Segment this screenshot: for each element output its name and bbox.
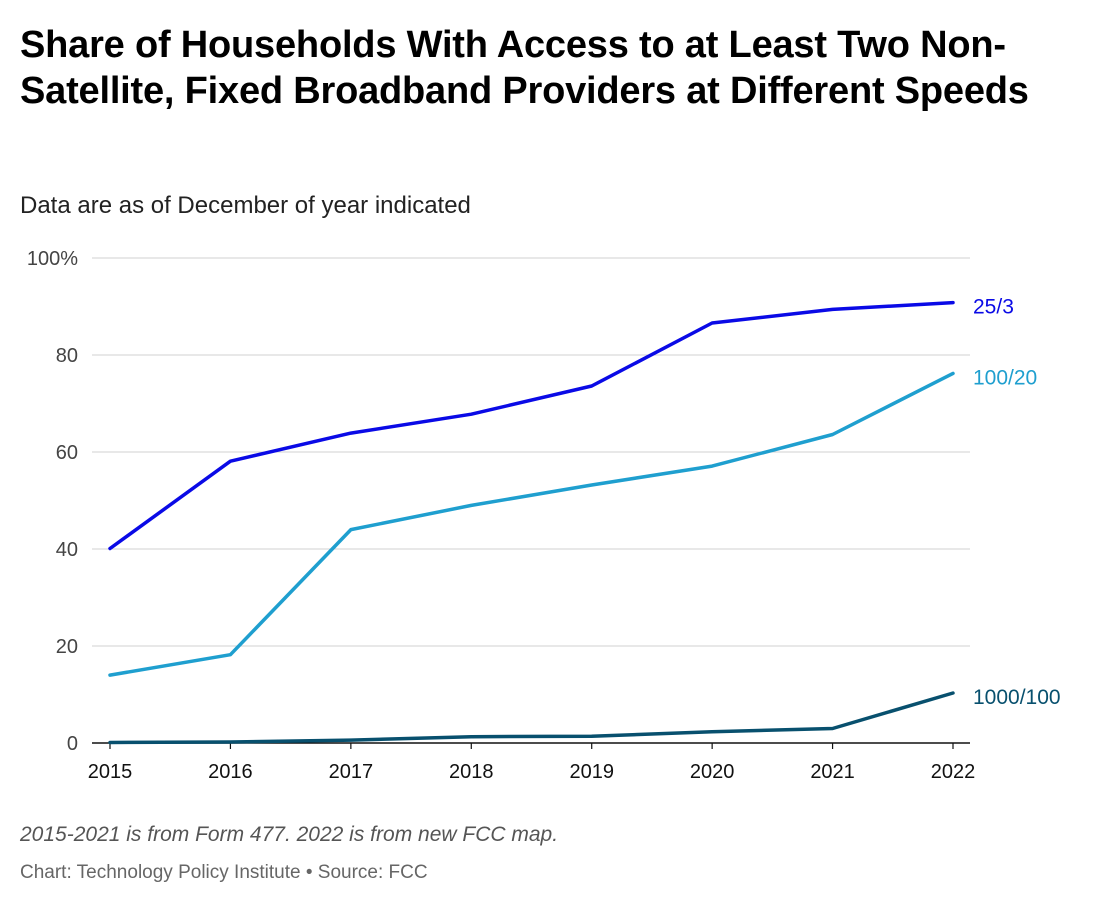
series-line [108,300,955,551]
x-tick-label: 2015 [88,761,133,783]
chart-subtitle: Data are as of December of year indicate… [20,192,471,219]
series-labels: 25/3 100/20 1000/100 [973,296,1061,709]
series-lines [108,300,955,745]
y-tick-label: 60 [56,442,78,464]
x-tick-label: 2017 [329,761,374,783]
y-tick-label: 0 [67,733,78,755]
chart-note: 2015-2021 is from Form 477. 2022 is from… [20,823,559,846]
x-tick-label: 2018 [449,761,494,783]
x-tick-label: 2019 [569,761,614,783]
series-end-label: 100/20 [973,366,1037,389]
y-tick-label: 20 [56,636,78,658]
series-end-label: 25/3 [973,296,1014,319]
axes: 0 20 40 60 80 100% 2015 2016 2017 2018 2019 2020 202… [27,248,975,783]
chart-source: Chart: Technology Policy Institute • Sou… [20,862,428,883]
x-tick-label: 2020 [690,761,735,783]
series-line [108,691,955,745]
gridlines [92,257,970,647]
x-tick-label: 2022 [931,761,976,783]
series-line [108,371,955,677]
y-tick-label: 100% [27,248,78,270]
y-tick-label: 80 [56,345,78,367]
chart-title: Share of Households With Access to at Le… [20,24,1029,112]
y-tick-label: 40 [56,539,78,561]
series-end-label: 1000/100 [973,686,1061,709]
x-tick-label: 2021 [810,761,855,783]
x-tick-label: 2016 [208,761,253,783]
